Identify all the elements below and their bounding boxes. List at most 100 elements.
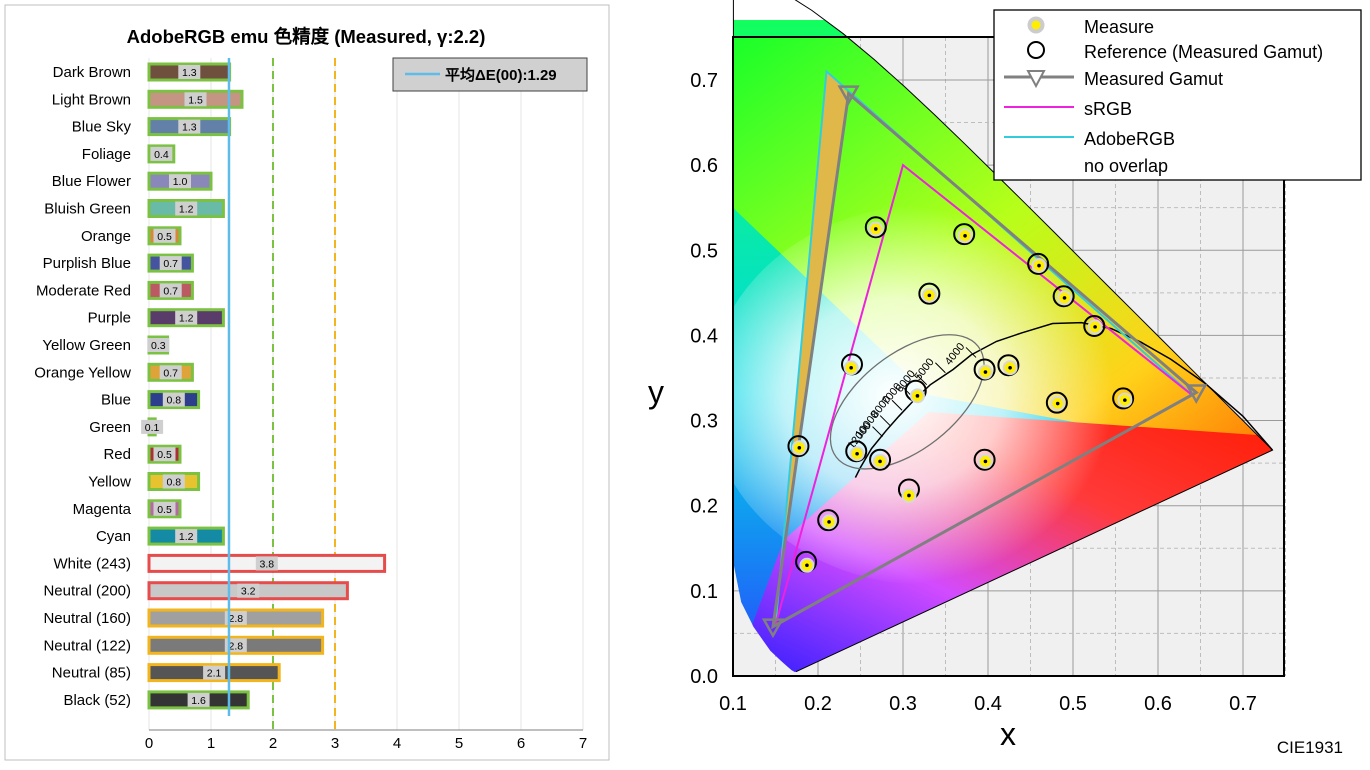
bar-value-label-bg	[150, 146, 173, 161]
bar-category-label: Neutral (160)	[43, 610, 131, 627]
bar-row: Magenta 0.5	[73, 499, 182, 519]
bar-value-label: 0.4	[154, 149, 169, 161]
bar-value-label-bg	[153, 447, 176, 462]
bar-value-label-bg	[224, 638, 247, 653]
reference-point	[1027, 252, 1050, 275]
bar-value-label-bg	[141, 419, 164, 434]
bar-x-tick-label: 3	[331, 735, 339, 752]
measure-point-center	[805, 563, 809, 568]
bar-value-label: 1.0	[173, 176, 188, 188]
cie-x-tick-label: 0.7	[1229, 693, 1257, 715]
bar-row: Cyan 1.2	[96, 526, 225, 546]
measure-point-center	[855, 451, 859, 456]
bar-row: Blue Flower 1.0	[52, 171, 213, 191]
bar-category-label: Foliage	[82, 146, 131, 163]
measure-point-center	[874, 227, 878, 231]
bar-category-label: White (243)	[53, 555, 131, 572]
reference-point	[1052, 285, 1075, 308]
bar-value-label: 0.7	[163, 285, 178, 297]
legend-measure-marker	[1027, 16, 1045, 34]
cie-y-tick-label: 0.0	[690, 666, 718, 688]
bar-value-label-bg	[175, 529, 198, 544]
spectral-locus-outline	[732, 0, 1274, 673]
bar-value-label: 0.8	[166, 477, 181, 489]
bar-x-tick-label: 4	[393, 735, 401, 752]
cie-y-tick-label: 0.1	[690, 581, 718, 603]
bar-category-label: Yellow	[88, 474, 131, 491]
bar-category-label: Neutral (85)	[52, 665, 131, 682]
cie-x-tick-label: 0.6	[1144, 693, 1172, 715]
bar-value-label-bg	[153, 228, 176, 243]
bar-value-label: 1.2	[179, 204, 194, 216]
bar-category-label: Neutral (122)	[43, 637, 131, 654]
bar-x-tick-label: 1	[207, 735, 215, 752]
bar-value-label: 1.2	[179, 531, 194, 543]
bar-row: Yellow Green 0.3	[42, 335, 170, 355]
measure-point-center	[927, 293, 932, 298]
measure-point-center	[915, 394, 920, 398]
bar-chart-title: AdobeRGB emu 色精度 (Measured, γ:2.2)	[127, 26, 486, 47]
cct-tick	[916, 374, 928, 386]
legend-reference-label: Reference (Measured Gamut)	[1084, 42, 1323, 62]
reference-point	[787, 435, 810, 458]
cie-y-tick-labels: 0.0 0.1 0.2 0.3 0.4 0.5 0.6 0.7	[690, 70, 718, 688]
bar-value-label: 1.5	[188, 94, 203, 106]
bar-value-label-bg	[255, 556, 278, 571]
cct-tick	[872, 426, 883, 437]
reference-point	[953, 223, 976, 246]
bar-row: Neutral (85) 2.1	[52, 663, 281, 683]
measure-point-center	[849, 365, 853, 370]
bar-value-label-bg	[224, 611, 247, 625]
cie1931-label: CIE1931	[1277, 738, 1343, 757]
reference-point	[997, 354, 1020, 377]
bar-value-label-bg	[184, 92, 207, 107]
bar-row: Neutral (122) 2.8	[43, 635, 325, 655]
legend-triangle-icon	[1026, 70, 1046, 89]
measure-point-center	[1008, 365, 1012, 370]
bar-value-label: 1.2	[179, 313, 194, 325]
bar-category-label: Light Brown	[52, 91, 131, 108]
bar-x-tick-label: 7	[579, 735, 587, 752]
bar-category-label: Dark Brown	[53, 64, 131, 81]
bar-value-label: 1.6	[191, 695, 206, 707]
cie-x-tick-label: 0.5	[1059, 693, 1087, 715]
bar-row: Blue Sky 1.3	[72, 117, 232, 137]
cie-y-axis-label: y	[648, 374, 664, 410]
cct-tick	[935, 362, 946, 374]
legend-reference-marker	[1027, 41, 1045, 59]
bar-row: Green 0.1	[89, 417, 164, 437]
measure-point-center	[797, 445, 802, 450]
bar-category-label: Blue Sky	[72, 119, 132, 136]
bar-rows: Dark Brown 1.3 Light Brown 1.5 Blue Sky 1.3 Fo…	[34, 62, 387, 710]
measured-gamut-triangle	[771, 90, 1199, 630]
bar-category-label: Yellow Green	[42, 337, 131, 354]
bar-value-label-bg	[178, 119, 201, 134]
bar-row: Purplish Blue 0.7	[43, 253, 194, 273]
bar-value-label: 2.1	[207, 668, 222, 680]
bar-x-tick-label: 5	[455, 735, 463, 752]
bar-value-label-bg	[153, 501, 176, 516]
bar-row: Purple 1.2	[88, 308, 225, 328]
cct-tick	[879, 415, 891, 426]
bar-value-label: 2.8	[228, 640, 243, 652]
cct-tick	[891, 399, 903, 411]
bar-category-label: Moderate Red	[36, 282, 131, 299]
bar-row: Orange Yellow 0.7	[34, 362, 194, 382]
cie-x-tick-labels: 0.1 0.2 0.3 0.4 0.5 0.6 0.7	[719, 693, 1257, 715]
cct-tick	[965, 347, 977, 358]
bar-value-label: 0.3	[151, 340, 166, 352]
bar-category-label: Black (52)	[63, 692, 131, 709]
cie-y-tick-label: 0.2	[690, 496, 718, 518]
bar-value-label-bg	[237, 583, 260, 598]
bar-category-label: Orange	[81, 228, 131, 245]
measure-points	[791, 221, 1133, 573]
bar-category-label: Cyan	[96, 528, 131, 545]
reference-point	[1045, 391, 1068, 414]
bar-value-label: 3.2	[241, 586, 256, 598]
bar-value-label-bg	[178, 65, 201, 79]
cie-legend: Measure Reference (Measured Gamut) Measu…	[993, 9, 1362, 181]
bar-value-label: 0.7	[163, 367, 178, 379]
measure-point-center	[1037, 263, 1041, 268]
bar-value-label: 2.8	[228, 613, 243, 625]
